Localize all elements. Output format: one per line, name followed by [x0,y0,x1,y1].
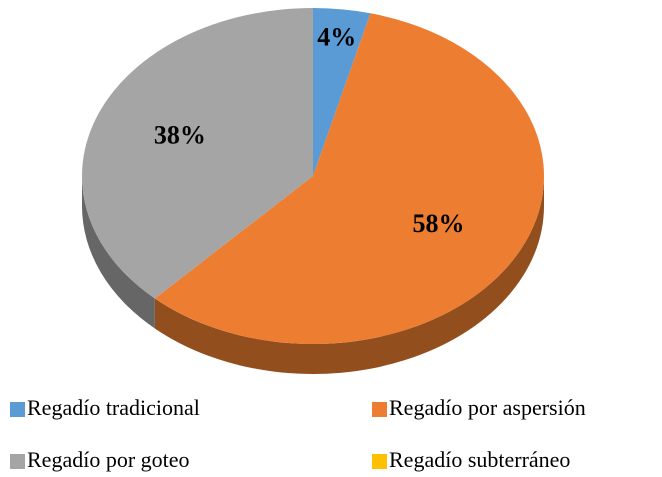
pie-slice [154,13,545,344]
pie-slice [313,8,371,176]
legend-swatch [372,454,387,469]
data-label: 58% [413,209,465,238]
data-label: 4% [317,22,356,51]
legend-swatch [372,402,387,417]
pie-slice-side [154,176,544,375]
pie-slice-side [82,176,155,329]
legend-label: Regadío por goteo [27,447,190,472]
legend-label: Regadío subterráneo [389,447,570,472]
data-label: 38% [154,121,206,150]
legend-label: Regadío por aspersión [389,395,586,420]
legend-label: Regadío tradicional [27,395,200,420]
pie-slice [82,8,313,299]
legend-swatch [10,402,25,417]
legend-swatch [10,454,25,469]
